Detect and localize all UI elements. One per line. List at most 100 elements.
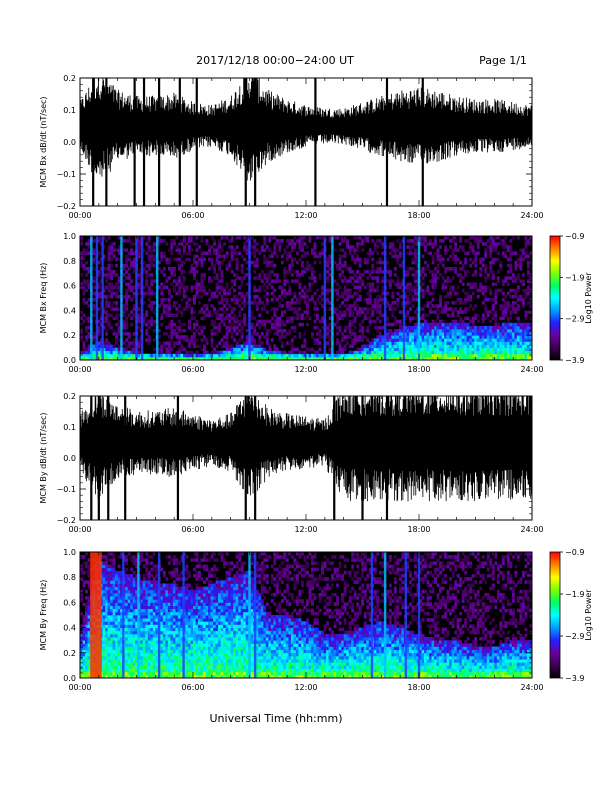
spectrogram-cell [133,558,136,562]
spectrogram-cell [519,264,522,268]
spectrogram-cell [130,568,133,572]
spectrogram-cell [459,307,462,311]
spectrogram-cell [344,304,347,308]
spectrogram-cell [459,335,462,339]
spectrogram-cell [266,351,269,355]
spectrogram-cell [221,338,224,342]
spectrogram-cell [213,292,216,296]
spectrogram-cell [125,580,128,584]
spectrogram-cell [492,338,495,342]
spectrogram-cell [110,307,113,311]
spectrogram-cell [185,295,188,299]
spectrogram-cell [173,258,176,262]
spectrogram-cell [396,301,399,305]
spectrogram-cell [406,286,409,290]
spectrogram-cell [356,255,359,259]
spectrogram-cell [88,609,91,613]
spectrogram-cell [479,286,482,290]
spectrogram-cell [399,332,402,336]
x-tick-label: 00:00 [68,525,91,534]
spectrogram-cell [459,245,462,249]
spectrogram-cell [226,341,229,345]
spectrogram-cell [376,239,379,243]
spectrogram-cell [125,239,128,243]
spectrogram-cell [399,283,402,287]
spectrogram-cell [514,261,517,265]
spectrogram-cell [439,329,442,333]
spectrogram-cell [517,338,520,342]
spectrogram-cell [188,248,191,252]
spectrogram-cell [110,354,113,358]
spectrogram-cell [113,662,116,666]
spectrogram-cell [519,341,522,345]
x-tick-label: 06:00 [181,525,204,534]
spectrogram-cell [110,574,113,578]
spectrogram-cell [105,584,108,588]
spectrogram-cell [133,577,136,581]
spectrogram-cell [188,304,191,308]
spectrogram-cell [196,292,199,296]
spectrogram-cell [283,289,286,293]
spectrogram-cell [125,628,128,632]
spectrogram-cell [175,292,178,296]
spectrogram-cell [105,637,108,641]
spectrogram-cell [85,672,88,676]
spectrogram-cell [271,279,274,283]
spectrogram-cell [314,354,317,358]
spectrogram-cell [226,292,229,296]
spectrogram-cell [233,348,236,352]
spectrogram-cell [509,314,512,318]
spectrogram-cell [88,628,91,632]
spectrogram-cell [309,239,312,243]
spectrogram-cell [105,565,108,569]
spectrogram-cell [371,252,374,256]
spectrogram-cell [125,261,128,265]
spectrogram-cell [251,252,254,256]
spectrogram-cell [326,292,329,296]
spectrogram-cell [85,640,88,644]
spectrogram-cell [462,332,465,336]
spectrogram-cell [118,615,121,619]
spectrogram-cell [437,335,440,339]
spectrogram-cell [105,647,108,651]
spectrogram-cell [369,351,372,355]
spectrogram-cell [168,354,171,358]
spectrogram-cell [110,286,113,290]
spectrogram-cell [246,239,249,243]
spectrogram-cell [103,637,106,641]
spectrogram-cell [288,301,291,305]
spectrogram-cell [449,345,452,349]
spectrogram-cell [113,672,116,676]
spectrogram-cell [128,354,131,358]
spectrogram-cell [339,310,342,314]
spectrogram-cell [351,276,354,280]
spectrogram-cell [371,258,374,262]
spectrogram-cell [477,345,480,349]
spectrogram-cell [125,558,128,562]
spectrogram-cell [414,276,417,280]
spectrogram-cell [88,568,91,572]
spectrogram-cell [153,320,156,324]
spectrogram-cell [241,326,244,330]
spectrogram-cell [504,276,507,280]
spectrogram-cell [198,286,201,290]
spectrogram-cell [479,329,482,333]
spectrogram-cell [522,326,525,330]
spectrogram-cell [153,310,156,314]
spectrogram-cell [351,341,354,345]
spectrogram-cell [492,276,495,280]
spectrogram-cell [193,345,196,349]
spectrogram-cell [434,341,437,345]
spectrogram-cell [105,634,108,638]
spectrogram-cell [115,640,118,644]
spectrogram-cell [130,596,133,600]
spectrogram-cell [118,606,121,610]
spectrogram-cell [474,338,477,342]
spectrogram-cell [509,326,512,330]
spectrogram-cell [115,258,118,262]
spectrogram-cell [467,270,470,274]
spectrogram-cell [228,304,231,308]
spectrogram-cell [130,555,133,559]
spectrogram-cell [113,558,116,562]
spectrogram-cell [105,338,108,342]
